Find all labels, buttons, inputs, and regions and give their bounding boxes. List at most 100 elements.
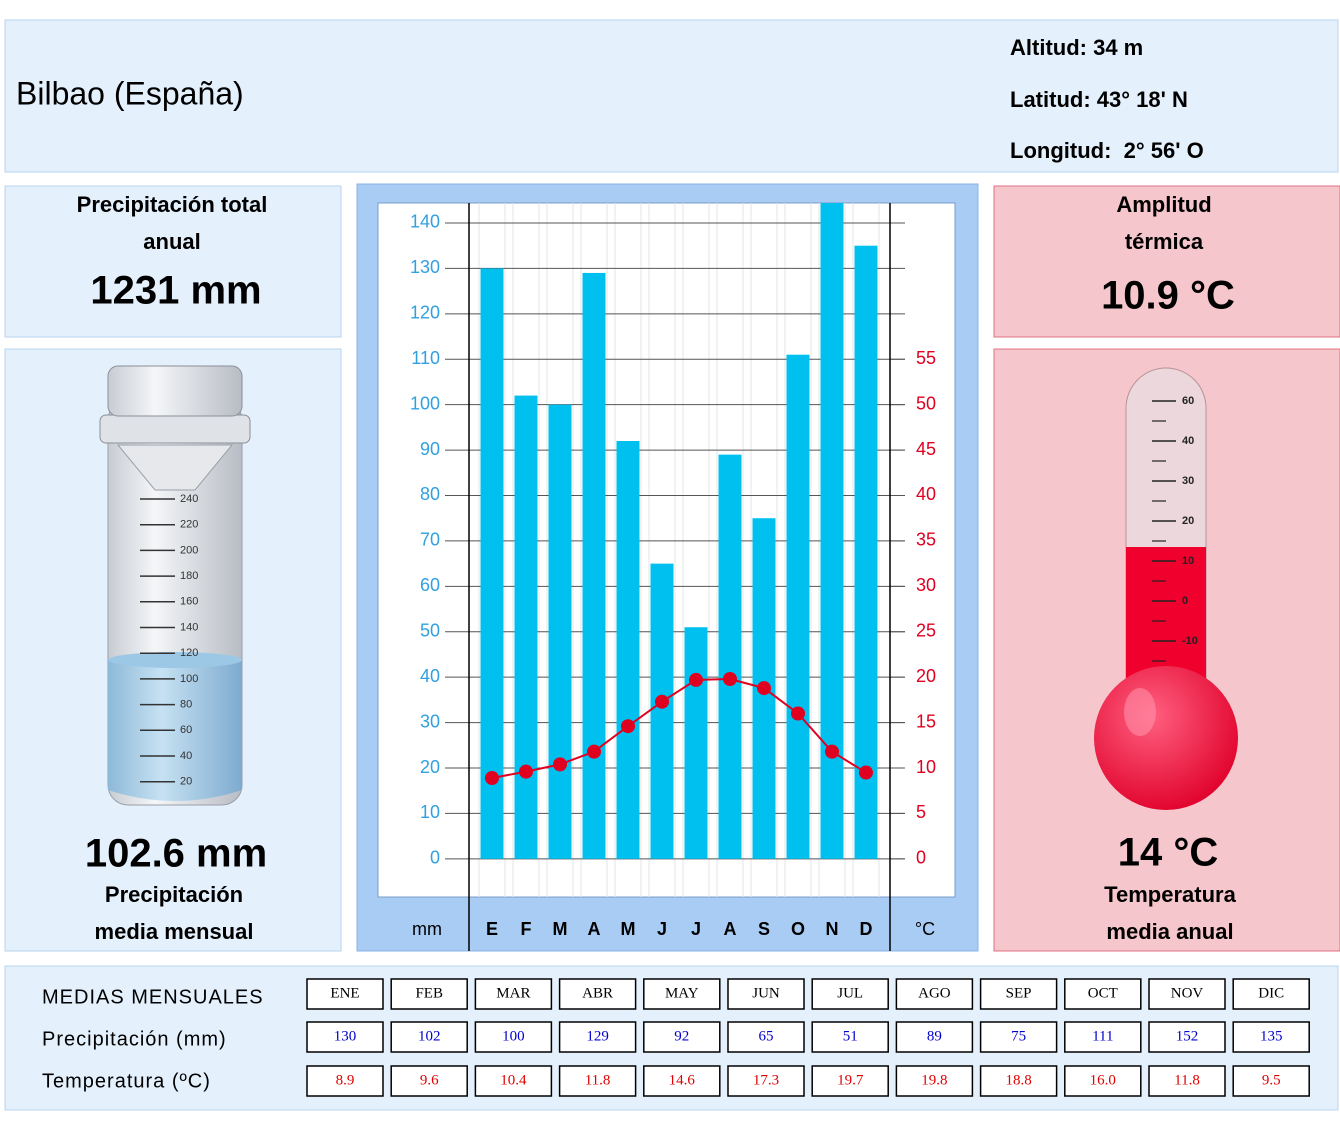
thermo-tick-label: 20 bbox=[1182, 515, 1194, 527]
x-tick-label: M bbox=[553, 919, 568, 939]
table-cell bbox=[643, 978, 721, 1010]
table-cell bbox=[895, 1065, 974, 1097]
mean-precip-value: 102.6 mm bbox=[85, 832, 267, 876]
temperature-point bbox=[859, 765, 873, 780]
table-cell bbox=[1148, 978, 1226, 1010]
table-cell bbox=[390, 1021, 468, 1053]
mean-precip-label: media mensual bbox=[95, 919, 254, 944]
row-label: Temperatura (ºC) bbox=[42, 1070, 211, 1092]
x-tick-label: S bbox=[758, 919, 770, 939]
gauge-tick-label: 160 bbox=[180, 596, 198, 608]
gauge-tick-label: 20 bbox=[180, 776, 192, 788]
table-cell bbox=[643, 1021, 721, 1053]
x-tick-label: J bbox=[691, 919, 701, 939]
temperature-point bbox=[485, 771, 499, 786]
table-cell bbox=[390, 978, 468, 1010]
table-cell-text: 129 bbox=[586, 1028, 609, 1044]
table-cell-text: 9.5 bbox=[1262, 1072, 1281, 1088]
temperature-point bbox=[621, 719, 635, 734]
bars bbox=[480, 203, 878, 859]
table-cell bbox=[558, 1065, 637, 1097]
table-cell-text: OCT bbox=[1088, 985, 1118, 1001]
table-cell-text: 11.8 bbox=[585, 1072, 611, 1088]
longitude: Longitud: 2° 56' O bbox=[1010, 138, 1204, 163]
y2-tick-label: 20 bbox=[916, 666, 936, 686]
y2-tick-label: 55 bbox=[916, 348, 936, 368]
thermo-tick-label: -10 bbox=[1182, 635, 1198, 647]
table-cell-text: 9.6 bbox=[420, 1072, 439, 1088]
mean-temp-label: media anual bbox=[1106, 919, 1233, 944]
table-cell bbox=[811, 978, 889, 1010]
x-tick-label: F bbox=[521, 919, 532, 939]
y2-tick-label: 50 bbox=[916, 393, 936, 413]
table-cell-text: JUL bbox=[837, 985, 863, 1001]
bar bbox=[684, 627, 708, 859]
total-precip-box bbox=[4, 185, 342, 338]
y2-tick-label: 5 bbox=[916, 802, 926, 822]
temperature-point bbox=[553, 757, 567, 772]
thermo-tick-label: 0 bbox=[1182, 595, 1188, 607]
x-tick-label: M bbox=[621, 919, 636, 939]
table-cell bbox=[979, 1021, 1058, 1053]
gauge-tick-label: 40 bbox=[180, 750, 192, 762]
table-cell bbox=[895, 1021, 974, 1053]
bar bbox=[650, 563, 674, 859]
y-tick-label: 100 bbox=[410, 393, 440, 413]
table-cell-text: SEP bbox=[1006, 985, 1032, 1001]
thermo-tick-label: 30 bbox=[1182, 475, 1194, 487]
table-cell bbox=[811, 1021, 889, 1053]
temperature-point bbox=[689, 672, 703, 687]
latitude: Latitud: 43° 18' N bbox=[1010, 87, 1188, 112]
table-cell bbox=[474, 1065, 553, 1097]
table-cell bbox=[558, 1021, 637, 1053]
gauge-tick-label: 200 bbox=[180, 544, 198, 556]
table-cell bbox=[1148, 1021, 1226, 1053]
y-tick-label: 140 bbox=[410, 212, 440, 232]
table-cell bbox=[1148, 1065, 1226, 1097]
table-cell bbox=[727, 978, 805, 1010]
temperature-point bbox=[757, 681, 771, 696]
x-tick-label: A bbox=[724, 919, 737, 939]
table-cell bbox=[306, 1021, 384, 1053]
gauge-tick-label: 180 bbox=[180, 570, 198, 582]
table-cell-text: 10.4 bbox=[500, 1072, 527, 1088]
table-cell bbox=[811, 1065, 889, 1097]
table-cell-text: 11.8 bbox=[1174, 1072, 1200, 1088]
table-cell-text: 19.7 bbox=[837, 1072, 864, 1088]
x-tick-label: O bbox=[791, 919, 805, 939]
table-cell bbox=[727, 1021, 805, 1053]
altitude: Altitud: 34 m bbox=[1010, 35, 1143, 60]
y-tick-label: 110 bbox=[411, 348, 440, 368]
y-tick-label: 40 bbox=[420, 666, 440, 686]
thermometer bbox=[1094, 367, 1238, 810]
table-cell bbox=[1232, 1065, 1310, 1097]
table-cell-text: ABR bbox=[582, 985, 613, 1001]
y2-tick-label: 30 bbox=[916, 575, 936, 595]
temperature-point bbox=[655, 694, 669, 709]
temperature-point bbox=[723, 671, 737, 686]
y-tick-label: 30 bbox=[420, 711, 440, 731]
table-cell-text: 152 bbox=[1176, 1028, 1199, 1044]
y2-tick-label: 45 bbox=[916, 439, 936, 459]
y-axis-label: mm bbox=[412, 919, 442, 939]
table-cell-text: 8.9 bbox=[336, 1072, 355, 1088]
x-tick-label: J bbox=[657, 919, 667, 939]
gauge-tick-label: 220 bbox=[180, 519, 198, 531]
table-cell bbox=[1232, 1021, 1310, 1053]
y2-tick-label: 0 bbox=[916, 848, 926, 868]
total-precip-label: Precipitación total bbox=[77, 192, 268, 217]
x-tick-label: A bbox=[588, 919, 601, 939]
y2-tick-label: 25 bbox=[916, 621, 936, 641]
y-tick-label: 0 bbox=[430, 848, 440, 868]
x-tick-label: D bbox=[860, 919, 873, 939]
y2-axis-label: °C bbox=[915, 919, 935, 939]
table-title: MEDIAS MENSUALES bbox=[42, 986, 264, 1008]
x-tick-label: E bbox=[486, 919, 498, 939]
temperature-point bbox=[587, 744, 601, 759]
range-label: Amplitud bbox=[1116, 192, 1211, 217]
table-cell bbox=[1064, 1021, 1142, 1053]
table-cell bbox=[1232, 978, 1310, 1010]
y-tick-label: 80 bbox=[420, 484, 440, 504]
table-cell-text: DIC bbox=[1258, 985, 1284, 1001]
table-cell-text: MAR bbox=[496, 985, 530, 1001]
